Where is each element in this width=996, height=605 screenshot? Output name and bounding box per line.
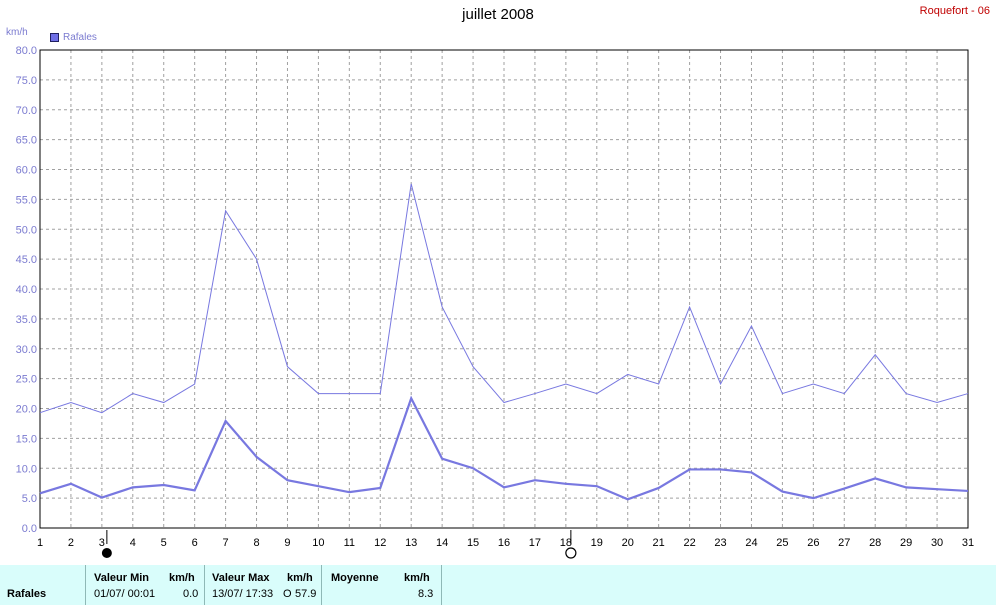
y-tick-label: 60.0 xyxy=(16,165,37,177)
plot-frame xyxy=(39,49,969,529)
min-unit: km/h xyxy=(169,572,195,584)
x-tick-label: 21 xyxy=(653,537,665,549)
x-tick-label: 13 xyxy=(405,537,417,549)
stats-mean-col: Moyenne km/h 8.3 xyxy=(322,565,442,605)
min-value: 0.0 xyxy=(183,588,199,600)
full-moon-icon xyxy=(565,547,577,559)
x-tick-label: 20 xyxy=(622,537,634,549)
x-tick-label: 12 xyxy=(374,537,386,549)
x-tick-label: 7 xyxy=(223,537,229,549)
x-tick-label: 14 xyxy=(436,537,448,549)
x-tick-label: 18 xyxy=(560,537,572,549)
y-tick-label: 45.0 xyxy=(16,254,37,266)
x-tick-label: 22 xyxy=(683,537,695,549)
y-tick-label: 70.0 xyxy=(16,105,37,117)
y-tick-label: 25.0 xyxy=(16,374,37,386)
max-unit: km/h xyxy=(287,572,313,584)
y-tick-label: 50.0 xyxy=(16,224,37,236)
new-moon-icon xyxy=(101,548,112,558)
y-tick-label: 10.0 xyxy=(16,463,37,475)
y-tick-label: 0.0 xyxy=(22,523,37,535)
y-tick-label: 80.0 xyxy=(16,45,37,57)
legend-label: Rafales xyxy=(63,32,97,43)
y-tick-label: 75.0 xyxy=(16,75,37,87)
x-tick-label: 25 xyxy=(776,537,788,549)
x-tick-label: 28 xyxy=(869,537,881,549)
x-tick-label: 11 xyxy=(344,537,355,549)
x-tick-label: 5 xyxy=(161,537,167,549)
mean-value: 8.3 xyxy=(418,588,434,600)
max-direction: O xyxy=(283,588,292,600)
y-tick-label: 20.0 xyxy=(16,404,37,416)
stats-panel: Rafales Valeur Min km/h 01/07/ 00:01 0.0… xyxy=(0,565,996,605)
max-header: Valeur Max xyxy=(212,572,270,584)
x-tick-label: 16 xyxy=(498,537,510,549)
legend: Rafales xyxy=(50,32,97,43)
x-tick-label: 15 xyxy=(467,537,479,549)
y-tick-label: 40.0 xyxy=(16,284,37,296)
x-tick-label: 9 xyxy=(284,537,290,549)
y-axis-unit: km/h xyxy=(6,27,28,38)
max-date: 13/07/ 17:33 xyxy=(212,588,274,600)
series-line-mean xyxy=(39,395,969,501)
min-date: 01/07/ 00:01 xyxy=(94,588,156,600)
x-tick-label: 26 xyxy=(807,537,819,549)
x-tick-label: 24 xyxy=(745,537,757,549)
x-tick-label: 4 xyxy=(130,537,136,549)
y-tick-label: 15.0 xyxy=(16,433,37,445)
x-tick-label: 2 xyxy=(68,537,74,549)
max-value: 57.9 xyxy=(295,588,317,600)
y-tick-label: 30.0 xyxy=(16,344,37,356)
x-tick-label: 1 xyxy=(37,537,43,549)
stats-series-col: Rafales xyxy=(0,565,86,605)
series-line-max xyxy=(39,183,969,414)
stats-series-label: Rafales xyxy=(7,588,47,600)
x-tick-label: 29 xyxy=(900,537,912,549)
x-tick-label: 19 xyxy=(591,537,603,549)
station-name: Roquefort - 06 xyxy=(919,5,990,17)
x-tick-label: 10 xyxy=(312,537,324,549)
min-header: Valeur Min xyxy=(94,572,150,584)
x-tick-label: 6 xyxy=(192,537,198,549)
chart-title: juillet 2008 xyxy=(462,6,534,23)
y-tick-label: 5.0 xyxy=(22,493,37,505)
x-tick-label: 8 xyxy=(253,537,259,549)
mean-unit: km/h xyxy=(404,572,430,584)
x-tick-label: 17 xyxy=(529,537,541,549)
x-tick-label: 27 xyxy=(838,537,850,549)
y-tick-label: 55.0 xyxy=(16,194,37,206)
mean-header: Moyenne xyxy=(331,572,379,584)
y-tick-label: 65.0 xyxy=(16,135,37,147)
stats-min-col: Valeur Min km/h 01/07/ 00:01 0.0 xyxy=(86,565,205,605)
x-tick-label: 31 xyxy=(962,537,974,549)
x-tick-label: 3 xyxy=(99,537,105,549)
wind-gust-chart: 0.0 5.0 10.0 15.0 20.0 25.0 30.0 35.0 40.0 45.0 50… xyxy=(16,45,974,559)
x-tick-label: 23 xyxy=(714,537,726,549)
stats-max-col: Valeur Max km/h 13/07/ 17:33 O 57.9 xyxy=(205,565,322,605)
legend-swatch xyxy=(50,33,59,42)
y-tick-label: 35.0 xyxy=(16,314,37,326)
x-tick-label: 30 xyxy=(931,537,943,549)
